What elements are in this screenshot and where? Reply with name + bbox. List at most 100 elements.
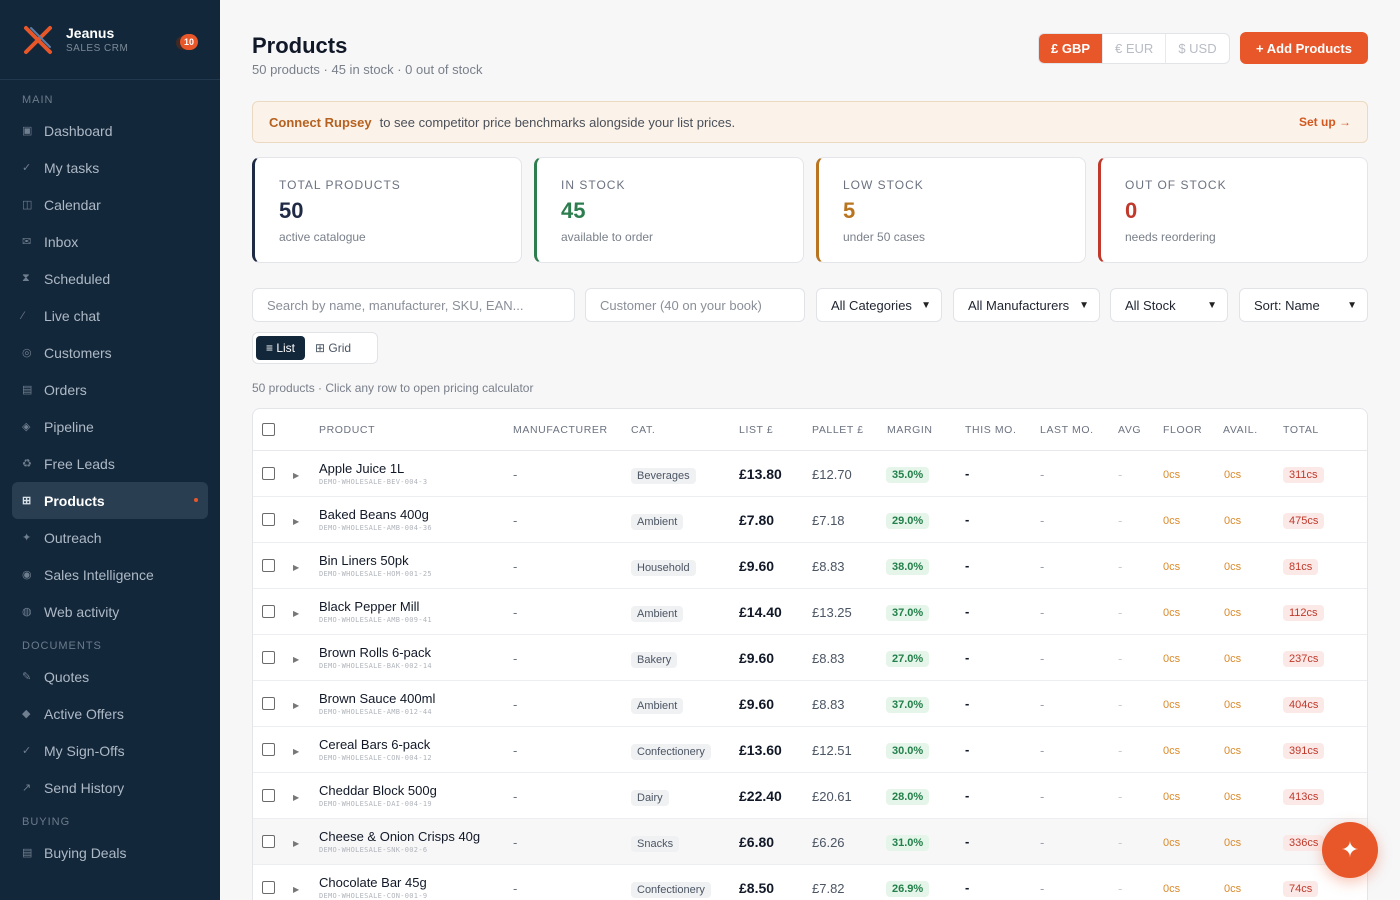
row-checkbox[interactable] xyxy=(262,881,275,894)
sidebar-item-orders[interactable]: ▤ Orders xyxy=(0,371,220,408)
table-row[interactable]: ▶ Baked Beans 400g DEMO-WHOLESALE-AMB-00… xyxy=(253,497,1367,543)
expand-caret-icon[interactable]: ▶ xyxy=(293,701,300,710)
expand-caret-icon[interactable]: ▶ xyxy=(293,563,300,572)
sidebar-item-pipeline[interactable]: ◈ Pipeline xyxy=(0,408,220,445)
sidebar-item-quotes[interactable]: ✎ Quotes xyxy=(0,658,220,695)
manufacturer-value: - xyxy=(513,697,518,712)
add-products-button[interactable]: + Add Products xyxy=(1240,32,1368,64)
brand[interactable]: Jeanus SALES CRM 10 xyxy=(0,0,220,80)
col-margin[interactable]: MARGIN xyxy=(887,424,933,436)
sidebar-item-dashboard[interactable]: ▣ Dashboard xyxy=(0,112,220,149)
currency-gbp-button[interactable]: £ GBP xyxy=(1039,34,1104,63)
sidebar-item-label: Send History xyxy=(44,779,125,796)
stat-card-total-products[interactable]: TOTAL PRODUCTS 50 active catalogue xyxy=(252,157,522,263)
expand-caret-icon[interactable]: ▶ xyxy=(293,609,300,618)
expand-caret-icon[interactable]: ▶ xyxy=(293,747,300,756)
product-sku: DEMO-WHOLESALE-HOM-001-25 xyxy=(319,570,432,578)
stat-card-out-of-stock[interactable]: OUT OF STOCK 0 needs reordering xyxy=(1098,157,1368,263)
sidebar-item-active-offers[interactable]: ◆ Active Offers xyxy=(0,695,220,732)
select-all-checkbox[interactable] xyxy=(262,423,275,436)
row-checkbox[interactable] xyxy=(262,651,275,664)
sidebar-item-live-chat[interactable]: ⁄ Live chat xyxy=(0,297,220,334)
sidebar-item-calendar[interactable]: ◫ Calendar xyxy=(0,186,220,223)
col-product[interactable]: PRODUCT xyxy=(319,424,376,436)
row-checkbox[interactable] xyxy=(262,559,275,572)
stat-card-in-stock[interactable]: IN STOCK 45 available to order xyxy=(534,157,804,263)
row-checkbox[interactable] xyxy=(262,743,275,756)
currency-eur-button[interactable]: € EUR xyxy=(1103,34,1167,63)
banner-setup-link[interactable]: Set up → xyxy=(1298,115,1351,129)
col-list-price[interactable]: LIST £ xyxy=(739,424,774,436)
margin-pill: 29.0% xyxy=(886,513,930,529)
expand-caret-icon[interactable]: ▶ xyxy=(293,793,300,802)
row-checkbox[interactable] xyxy=(262,513,275,526)
currency-usd-button[interactable]: $ USD xyxy=(1178,41,1217,56)
expand-caret-icon[interactable]: ▶ xyxy=(293,471,300,480)
table-row[interactable]: ▶ Cereal Bars 6-pack DEMO-WHOLESALE-CON-… xyxy=(253,727,1367,773)
avail-value: 0cs xyxy=(1224,883,1242,895)
banner-link-connect[interactable]: Connect Rupsey xyxy=(269,114,372,130)
expand-caret-icon[interactable]: ▶ xyxy=(293,517,300,526)
table-body: ▶ Apple Juice 1L DEMO-WHOLESALE-BEV-004-… xyxy=(253,451,1367,900)
sort-select[interactable]: Sort: Name ▼ xyxy=(1239,288,1368,322)
stat-card-low-stock[interactable]: LOW STOCK 5 under 50 cases xyxy=(816,157,1086,263)
customer-input[interactable]: Customer (40 on your book) xyxy=(585,288,805,322)
sidebar-item-sales-intelligence[interactable]: ◉ Sales Intelligence xyxy=(0,556,220,593)
col-this-month[interactable]: THIS MO. xyxy=(965,424,1017,436)
sidebar-item-customers[interactable]: ◎ Customers xyxy=(0,334,220,371)
table-row[interactable]: ▶ Bin Liners 50pk DEMO-WHOLESALE-HOM-001… xyxy=(253,543,1367,589)
expand-caret-icon[interactable]: ▶ xyxy=(293,839,300,848)
col-avg[interactable]: AVG xyxy=(1118,424,1142,436)
col-manufacturer[interactable]: MANUFACTURER xyxy=(513,424,608,436)
sidebar-item-web-activity[interactable]: ◍ Web activity xyxy=(0,593,220,630)
globe-icon: ◍ xyxy=(22,606,32,618)
col-avail[interactable]: AVAIL. xyxy=(1223,424,1258,436)
sidebar-item-buying-deals[interactable]: ▤ Buying Deals xyxy=(0,834,220,871)
sidebar-item-scheduled[interactable]: ⧗ Scheduled xyxy=(0,260,220,297)
total-pill: 112cs xyxy=(1283,605,1324,621)
sidebar-item-my-tasks[interactable]: ✓ My tasks xyxy=(0,149,220,186)
last-month-value: - xyxy=(1040,789,1045,804)
pipeline-icon: ◈ xyxy=(22,421,31,433)
avail-value: 0cs xyxy=(1224,607,1242,619)
stock-select[interactable]: All Stock ▼ xyxy=(1110,288,1228,322)
grid-view-button[interactable]: ⊞ Grid xyxy=(315,341,352,355)
sort-select-value: Sort: Name xyxy=(1254,297,1320,313)
table-row[interactable]: ▶ Brown Rolls 6-pack DEMO-WHOLESALE-BAK-… xyxy=(253,635,1367,681)
sidebar-item-free-leads[interactable]: ♻ Free Leads xyxy=(0,445,220,482)
sidebar-item-send-history[interactable]: ↗ Send History xyxy=(0,769,220,806)
col-total[interactable]: TOTAL xyxy=(1283,424,1319,436)
sidebar-item-outreach[interactable]: ✦ Outreach xyxy=(0,519,220,556)
notification-badge[interactable]: 10 xyxy=(180,34,199,50)
table-row[interactable]: ▶ Black Pepper Mill DEMO-WHOLESALE-AMB-0… xyxy=(253,589,1367,635)
manufacturer-select[interactable]: All Manufacturers ▼ xyxy=(953,288,1100,322)
row-checkbox[interactable] xyxy=(262,835,275,848)
expand-caret-icon[interactable]: ▶ xyxy=(293,885,300,894)
sidebar-item-label: Free Leads xyxy=(44,455,115,472)
col-pallet-price[interactable]: PALLET £ xyxy=(812,424,864,436)
row-checkbox[interactable] xyxy=(262,467,275,480)
avg-value: - xyxy=(1118,467,1123,482)
avail-value: 0cs xyxy=(1224,469,1242,481)
row-checkbox[interactable] xyxy=(262,697,275,710)
table-row[interactable]: ▶ Cheese & Onion Crisps 40g DEMO-WHOLESA… xyxy=(253,819,1367,865)
search-input[interactable]: Search by name, manufacturer, SKU, EAN..… xyxy=(252,288,575,322)
col-floor[interactable]: FLOOR xyxy=(1163,424,1203,436)
table-row[interactable]: ▶ Cheddar Block 500g DEMO-WHOLESALE-DAI-… xyxy=(253,773,1367,819)
list-view-button[interactable]: ≡ List xyxy=(256,336,306,360)
table-row[interactable]: ▶ Chocolate Bar 45g DEMO-WHOLESALE-CON-0… xyxy=(253,865,1367,900)
col-category[interactable]: CAT. xyxy=(631,424,656,436)
expand-caret-icon[interactable]: ▶ xyxy=(293,655,300,664)
sidebar-item-products[interactable]: ⊞ Products xyxy=(12,482,208,519)
row-checkbox[interactable] xyxy=(262,789,275,802)
table-row[interactable]: ▶ Brown Sauce 400ml DEMO-WHOLESALE-AMB-0… xyxy=(253,681,1367,727)
margin-pill: 37.0% xyxy=(886,605,930,621)
sidebar-item-inbox[interactable]: ✉ Inbox xyxy=(0,223,220,260)
chevron-down-icon: ▼ xyxy=(1207,299,1217,311)
table-row[interactable]: ▶ Apple Juice 1L DEMO-WHOLESALE-BEV-004-… xyxy=(253,451,1367,497)
col-last-month[interactable]: LAST MO. xyxy=(1040,424,1094,436)
row-checkbox[interactable] xyxy=(262,605,275,618)
assistant-fab-button[interactable]: ✦ xyxy=(1322,822,1378,878)
sidebar-item-my-sign-offs[interactable]: ✓ My Sign-Offs xyxy=(0,732,220,769)
category-select[interactable]: All Categories ▼ xyxy=(816,288,942,322)
